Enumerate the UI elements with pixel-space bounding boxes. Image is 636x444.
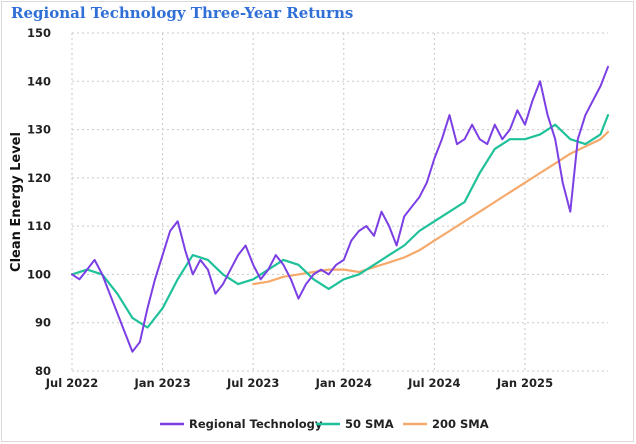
x-tick-label: Jan 2025 bbox=[496, 376, 553, 390]
x-tick-label: Jul 2023 bbox=[226, 376, 279, 390]
legend-label: 50 SMA bbox=[345, 417, 394, 431]
x-tick-label: Jan 2023 bbox=[133, 376, 190, 390]
x-tick-label: Jul 2022 bbox=[45, 376, 98, 390]
y-tick-label: 130 bbox=[27, 123, 51, 137]
y-tick-label: 110 bbox=[27, 219, 51, 233]
x-tick-label: Jul 2024 bbox=[407, 376, 460, 390]
y-axis-ticks: 80 90 100 110 120 130 140 150 bbox=[27, 26, 51, 378]
series-line-0 bbox=[71, 65, 609, 353]
x-tick-label: Jan 2024 bbox=[315, 376, 372, 390]
y-tick-label: 120 bbox=[27, 171, 51, 185]
chart-title: Regional Technology Three-Year Returns bbox=[11, 4, 354, 22]
x-axis-ticks: Jul 2022 Jan 2023 Jul 2023 Jan 2024 Jul 2024… bbox=[45, 376, 553, 390]
y-axis-label: Clean Energy Level bbox=[9, 132, 24, 272]
legend-label: Regional Technology bbox=[189, 417, 323, 431]
y-tick-label: 80 bbox=[35, 364, 51, 378]
series-line-2 bbox=[252, 130, 610, 286]
y-tick-label: 90 bbox=[35, 316, 51, 330]
series-line-1 bbox=[70, 114, 610, 329]
y-tick-label: 140 bbox=[27, 74, 51, 88]
y-tick-label: 100 bbox=[27, 267, 51, 281]
grid-lines bbox=[71, 32, 608, 372]
legend-label: 200 SMA bbox=[432, 417, 489, 431]
y-tick-label: 150 bbox=[27, 26, 51, 40]
legend: Regional Technology 50 SMA 200 SMA bbox=[160, 417, 489, 431]
series-lines bbox=[70, 65, 610, 353]
